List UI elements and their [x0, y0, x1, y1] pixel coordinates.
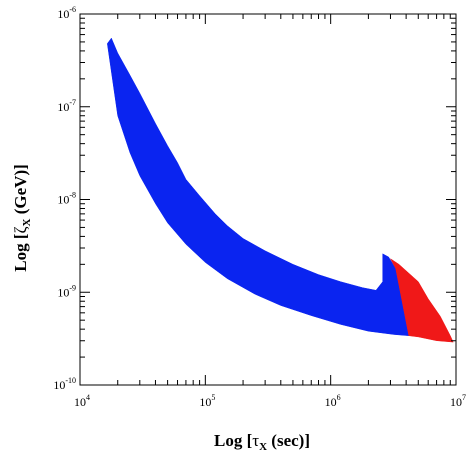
x-tick-label: 104 — [74, 393, 90, 409]
y-tick-label: 10-6 — [57, 5, 76, 21]
axis-ticks — [79, 13, 457, 386]
region-2 — [390, 258, 454, 343]
x-tick-label: 107 — [450, 393, 466, 409]
data-regions — [107, 37, 454, 343]
region-1 — [107, 37, 410, 336]
y-tick-label: 10-7 — [57, 98, 76, 114]
x-tick-label: 105 — [199, 393, 215, 409]
y-axis-title: Log [ζX (GeV)] — [11, 164, 33, 272]
y-tick-label: 10-8 — [57, 191, 76, 207]
tick-labels: 104 105 106 107 10-10 10-9 10-8 10-7 10-6 — [53, 5, 466, 409]
x-tick-label: 106 — [325, 393, 341, 409]
x-axis-title: Log [τX (sec)] — [214, 431, 310, 453]
y-tick-label: 10-9 — [57, 283, 76, 299]
y-tick-label: 10-10 — [53, 376, 76, 392]
